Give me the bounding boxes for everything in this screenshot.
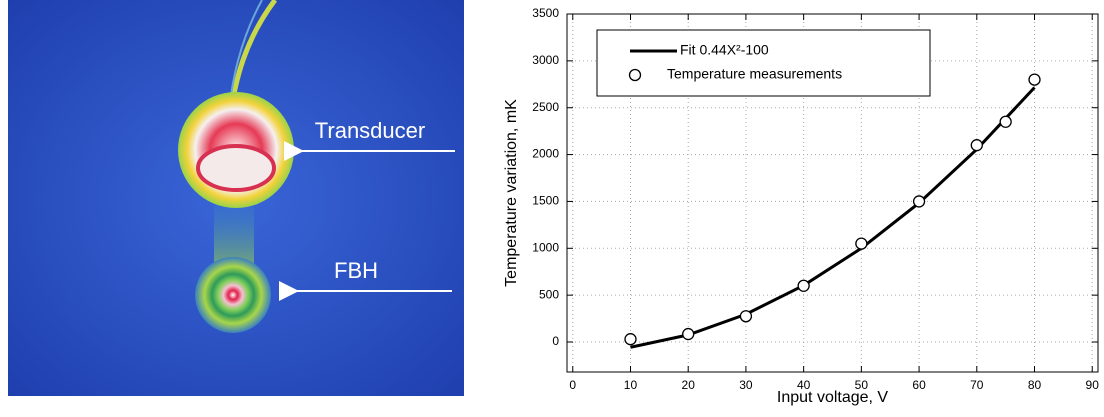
y-tick-label: 500: [539, 287, 559, 301]
x-axis-title: Input voltage, V: [777, 389, 889, 406]
y-tick-label: 3000: [532, 53, 559, 67]
legend-label: Temperature measurements: [667, 66, 842, 82]
x-tick-label: 60: [912, 378, 926, 392]
fit-line: [630, 86, 1036, 349]
x-tick-label: 30: [739, 378, 753, 392]
x-tick-label: 80: [1028, 378, 1042, 392]
x-tick-label: 70: [970, 378, 984, 392]
data-point: [1028, 73, 1041, 86]
legend-box: [596, 29, 931, 97]
y-tick-label: 3500: [532, 6, 559, 20]
y-tick-label: 2000: [532, 147, 559, 161]
data-point: [797, 279, 810, 292]
x-tick-label: 0: [569, 378, 576, 392]
y-axis-title: Temperature variation, mK: [503, 99, 520, 287]
x-tick-label: 50: [855, 378, 869, 392]
y-tick-label: 2500: [532, 100, 559, 114]
y-tick-label: 1500: [532, 194, 559, 208]
data-point: [682, 327, 695, 341]
data-point: [624, 333, 637, 346]
data-point: [912, 195, 926, 208]
data-point: [739, 310, 753, 323]
legend-symbol: [628, 68, 642, 82]
data-point: [970, 139, 983, 152]
legend-label: Fit 0.44X²-100: [680, 42, 769, 58]
image-label: Transducer: [315, 118, 425, 143]
data-point: [999, 115, 1012, 128]
x-tick-label: 90: [1086, 378, 1100, 392]
x-tick-label: 40: [797, 378, 811, 392]
y-tick-label: 0: [552, 334, 559, 348]
plot-frame: [566, 13, 1099, 373]
x-tick-label: 20: [682, 378, 696, 392]
y-tick-label: 1000: [532, 240, 559, 254]
chart: 0 10 20 30 40 50 60 70 80 90 0 500 1000 1500 2000 2500 3…: [503, 6, 1099, 406]
x-tick-label: 10: [624, 378, 638, 392]
data-point: [855, 237, 868, 250]
image-label: FBH: [334, 258, 378, 283]
thermal-image: Transducer FBH: [8, 0, 464, 396]
